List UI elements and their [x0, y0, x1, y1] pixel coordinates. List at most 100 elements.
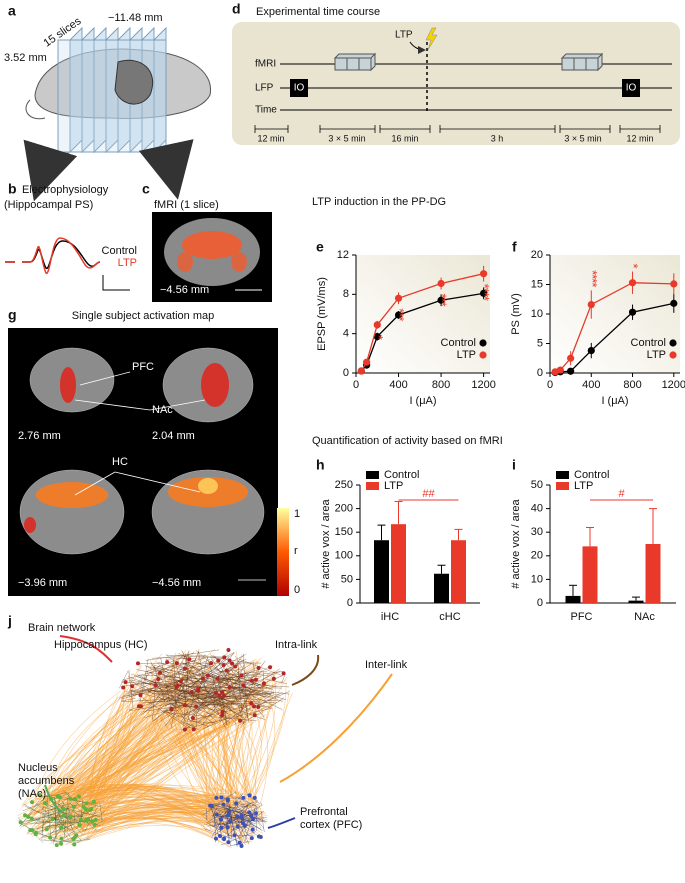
intra-link [203, 661, 270, 701]
node [226, 647, 231, 652]
significance: *** [435, 294, 450, 307]
inter-link [53, 789, 229, 843]
node [220, 690, 225, 695]
x-tick-label: 800 [623, 379, 641, 391]
intra-link [121, 657, 206, 681]
inter-link [169, 661, 232, 794]
callout-arrow [44, 784, 63, 813]
y-tick-label: 20 [531, 249, 543, 261]
intra-link [142, 695, 251, 712]
legend-marker [479, 339, 487, 347]
node [205, 673, 210, 678]
node [268, 665, 273, 670]
node [232, 833, 237, 838]
intra-link [99, 803, 103, 821]
intra-link [211, 807, 219, 836]
data-point [394, 294, 403, 302]
inter-link [51, 787, 257, 812]
intra-link [23, 803, 41, 814]
intra-link [255, 689, 290, 695]
intra-link [33, 820, 52, 823]
inter-link [48, 686, 137, 797]
y-tick-label: 15 [531, 278, 543, 290]
inter-link [31, 685, 143, 806]
bar [374, 540, 389, 603]
data-point [373, 321, 381, 329]
data-point [670, 299, 678, 307]
intra-link [137, 664, 161, 684]
intra-link [19, 805, 77, 826]
node [224, 668, 229, 673]
node [59, 825, 64, 830]
label: −3.96 mm [18, 577, 67, 589]
inter-link [50, 689, 162, 795]
significance: **** [477, 284, 492, 301]
intra-link [213, 804, 268, 822]
node [28, 828, 33, 833]
label: Control [102, 245, 137, 257]
intra-link [198, 680, 241, 724]
intra-link [22, 801, 39, 824]
intra-link [76, 837, 89, 843]
intra-link [206, 674, 287, 701]
node [86, 816, 91, 821]
intra-link [222, 698, 257, 713]
node [235, 824, 240, 829]
significance: **** [585, 270, 600, 287]
label: Single subject activation map [72, 310, 214, 322]
panel-letter: h [316, 457, 325, 473]
intra-link [252, 662, 255, 672]
intra-link [49, 802, 65, 808]
node [200, 676, 205, 681]
network-graph [17, 635, 393, 849]
inter-link [70, 655, 216, 817]
label: LTP induction in the PP-DG [312, 196, 446, 208]
label: Time [255, 105, 277, 116]
node [33, 832, 38, 837]
significance: # [618, 488, 625, 500]
x-tick-label: 1200 [662, 379, 685, 391]
significance: *** [392, 308, 407, 321]
intra-link [227, 797, 238, 847]
intra-link [160, 658, 173, 712]
intra-link [189, 671, 284, 684]
intra-link [147, 690, 267, 701]
node [196, 686, 201, 691]
node [182, 727, 187, 732]
x-tick-label: 0 [547, 379, 553, 391]
intra-link [158, 661, 270, 699]
intra-link [45, 810, 58, 814]
plot-background [550, 255, 680, 373]
node [216, 658, 221, 663]
node [178, 679, 183, 684]
node [44, 827, 49, 832]
node [123, 680, 128, 685]
inter-link [31, 686, 171, 806]
intra-link [143, 666, 184, 715]
node [183, 666, 188, 671]
legend-label: Control [441, 337, 476, 349]
label: −4.56 mm [152, 577, 201, 589]
node [83, 807, 88, 812]
bar [451, 540, 466, 603]
panel-letter: e [316, 239, 324, 255]
intra-link [224, 807, 229, 839]
node [230, 661, 235, 666]
intra-link [186, 705, 247, 722]
plot-background [356, 255, 490, 373]
node [253, 677, 258, 682]
label: Experimental time course [256, 6, 380, 18]
legend-marker [556, 482, 569, 490]
node [241, 683, 246, 688]
label: LTP [118, 257, 137, 269]
label: fMRI (1 slice) [154, 199, 219, 211]
inter-link [224, 686, 242, 804]
ephys-trace [5, 237, 130, 291]
y-tick-label: 20 [531, 550, 543, 562]
node [221, 693, 226, 698]
node [76, 794, 81, 799]
node [89, 806, 94, 811]
x-tick-label: 400 [389, 379, 407, 391]
node [222, 836, 227, 841]
data-point [480, 289, 488, 297]
